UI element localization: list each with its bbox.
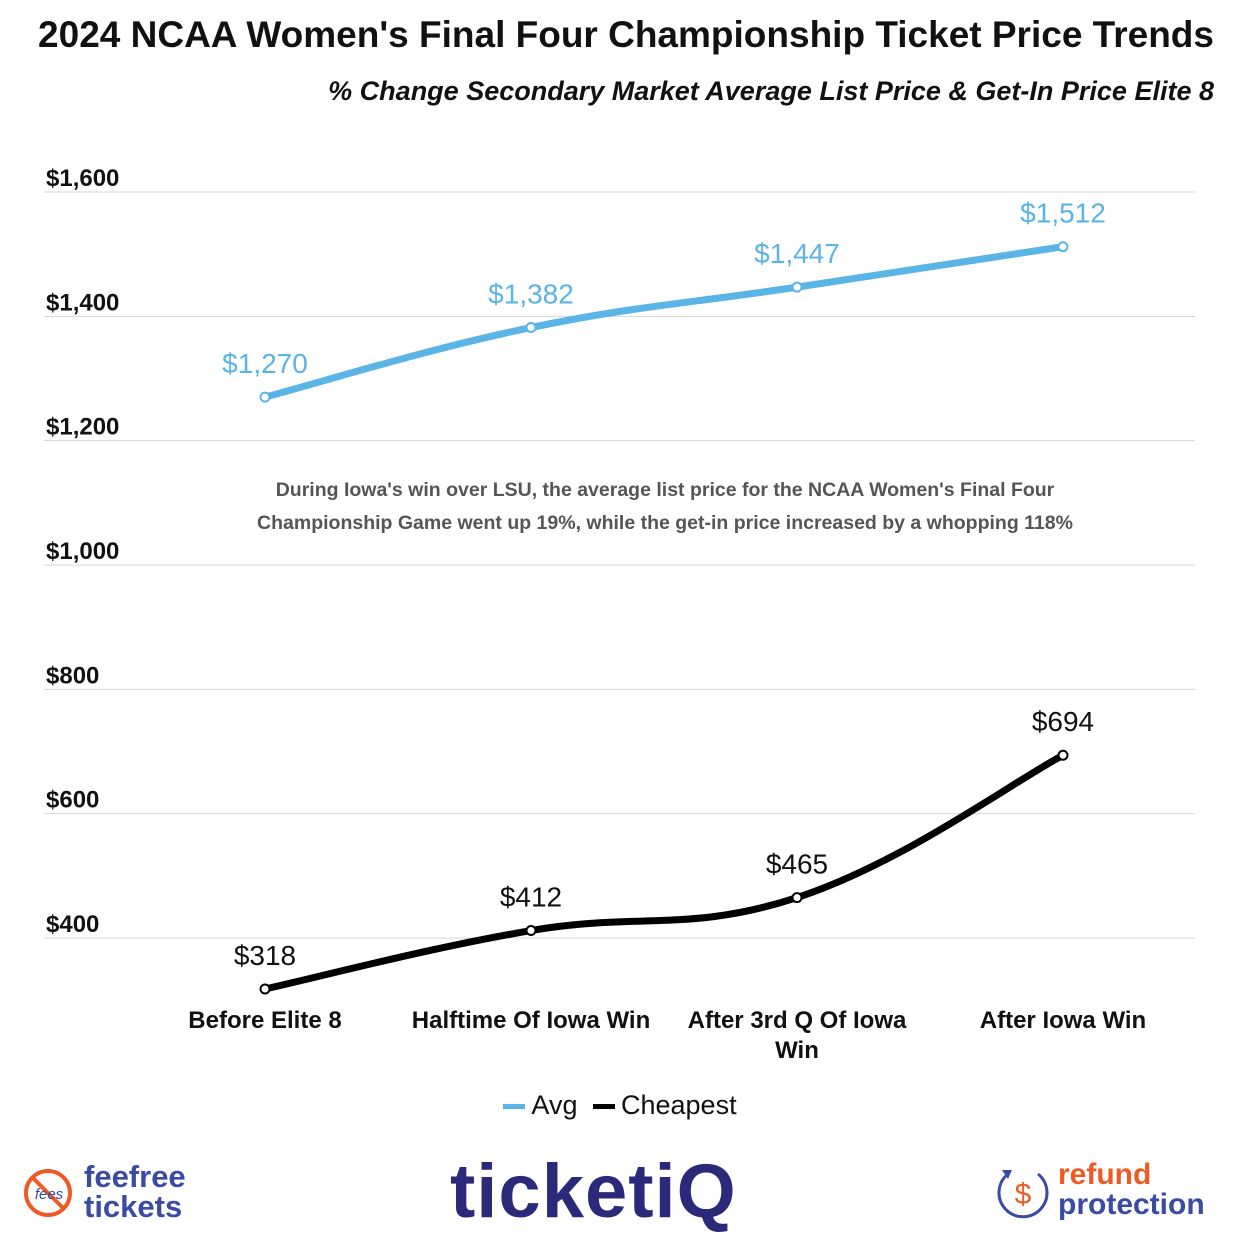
chart-title: 2024 NCAA Women's Final Four Championshi…	[38, 14, 1214, 55]
feefree-tickets-logo: fees feefree tickets	[22, 1159, 222, 1226]
data-label-cheapest-2: $465	[766, 849, 828, 880]
legend-item-avg: Avg	[503, 1090, 585, 1120]
chart-subtitle: % Change Secondary Market Average List P…	[328, 76, 1214, 106]
point-avg-2	[791, 281, 803, 293]
y-axis: $400 $600 $800 $1,000 $1,200 $1,400 $1,600	[46, 165, 119, 938]
fee-logo-line1: feefree	[84, 1159, 186, 1194]
refund-dollar-icon: $	[997, 1170, 1049, 1219]
annotation-line-2: Championship Game went up 19%, while the…	[257, 512, 1073, 534]
point-cheapest-2	[791, 892, 803, 904]
y-tick-label-0: $400	[46, 911, 99, 938]
data-label-cheapest-1: $412	[500, 882, 562, 913]
x-category-label-2: After 3rd Q Of Iowa Win	[688, 1007, 907, 1064]
y-tick-label-5: $1,400	[46, 289, 119, 316]
x-axis: Before Elite 8 Halftime Of Iowa Win After …	[188, 1007, 1146, 1064]
point-avg-3	[1057, 241, 1069, 253]
y-tick-label-3: $1,000	[46, 538, 119, 565]
x-category-label-3: After Iowa Win	[980, 1007, 1146, 1034]
refund-logo-line2: protection	[1058, 1188, 1205, 1221]
refund-logo-line1: refund	[1058, 1158, 1152, 1191]
refund-protection-logo: $ refund protection	[994, 1160, 1230, 1224]
no-fees-icon: fees	[24, 1169, 72, 1217]
series-line-cheapest	[261, 751, 1067, 993]
data-labels: $1,270 $1,382 $1,447 $1,512 $318 $412 $465 $694	[222, 198, 1106, 971]
y-tick-label-6: $1,600	[46, 165, 119, 192]
data-label-cheapest-3: $694	[1032, 706, 1094, 737]
legend-label-cheapest: Cheapest	[620, 1090, 737, 1120]
annotation-line-1: During Iowa's win over LSU, the average …	[275, 479, 1055, 501]
legend-label-avg: Avg	[531, 1090, 578, 1120]
data-label-cheapest-0: $318	[234, 940, 296, 971]
x-category-label-0: Before Elite 8	[188, 1007, 341, 1034]
ticketiq-logo: ticketiQ	[450, 1149, 737, 1234]
point-avg-1	[525, 322, 537, 334]
data-label-avg-0: $1,270	[222, 348, 308, 379]
fee-badge-text: fees	[35, 1186, 64, 1203]
chart-annotation: During Iowa's win over LSU, the average …	[200, 474, 1130, 540]
chart-legend: Avg Cheapest	[0, 1090, 1240, 1121]
point-avg-0	[259, 391, 271, 403]
data-label-avg-1: $1,382	[488, 279, 574, 310]
legend-swatch-avg	[503, 1104, 526, 1110]
refund-dollar-symbol: $	[1015, 1178, 1032, 1211]
series-line-avg	[261, 243, 1067, 401]
y-tick-label-4: $1,200	[46, 414, 119, 441]
data-label-avg-2: $1,447	[754, 238, 840, 269]
series-lines	[259, 241, 1069, 995]
gridlines	[44, 191, 1195, 939]
x-category-label-1: Halftime Of Iowa Win	[412, 1007, 650, 1034]
point-cheapest-1	[525, 925, 537, 937]
legend-swatch-cheapest	[592, 1104, 615, 1110]
point-cheapest-3	[1057, 749, 1069, 761]
fee-logo-line2: tickets	[84, 1189, 183, 1224]
y-tick-label-2: $800	[46, 662, 99, 689]
legend-item-cheapest: Cheapest	[592, 1090, 737, 1120]
point-cheapest-0	[259, 983, 271, 995]
data-label-avg-3: $1,512	[1020, 198, 1106, 229]
y-tick-label-1: $600	[46, 787, 99, 814]
